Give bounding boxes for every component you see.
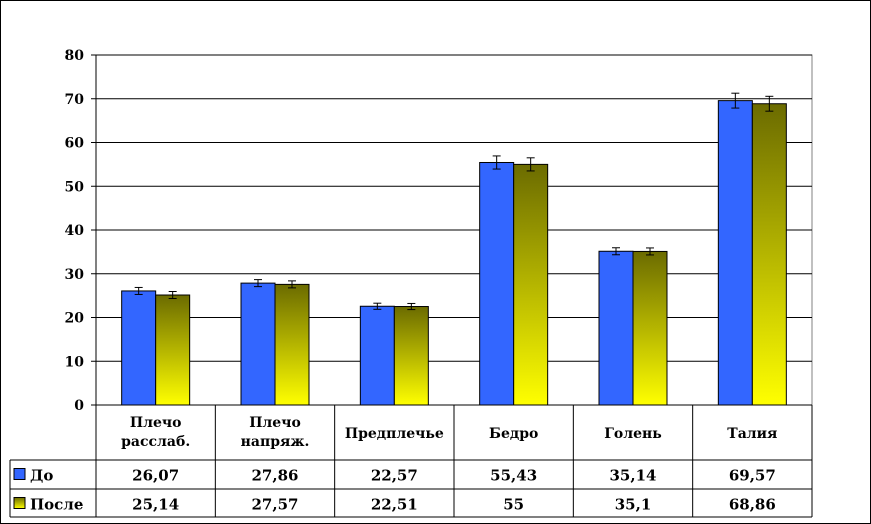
x-tick-label: Плечо (249, 415, 301, 431)
y-tick-label: 60 (65, 136, 85, 152)
x-tick-label: Талия (727, 426, 777, 442)
y-tick-label: 50 (65, 179, 85, 195)
plot-area: 0 10 20 30 40 50 60 70 80 (65, 48, 813, 414)
bar-posle (393, 306, 429, 406)
y-tick-label: 70 (65, 92, 85, 108)
y-tick-label: 20 (65, 311, 85, 327)
bar-do (121, 290, 157, 406)
y-tick-label: 30 (65, 267, 85, 283)
x-tick-label: напряж. (241, 434, 310, 450)
x-tick-label: Бедро (489, 426, 538, 442)
bar-do (717, 100, 753, 406)
y-tick-label: 80 (65, 48, 85, 64)
x-tick-label: Предплечье (345, 426, 444, 442)
data-label: 22,51 (371, 496, 418, 514)
y-tick-label: 10 (65, 354, 85, 370)
data-table: Плечо расслаб. Плечо напряж. Предплечье Бедро… (9, 405, 813, 518)
bar-do (359, 305, 395, 406)
x-tick-label: Голень (604, 426, 662, 442)
data-label: 69,57 (729, 467, 776, 485)
data-label: 35,1 (615, 496, 652, 514)
data-label: 55 (503, 496, 524, 514)
bar-do (479, 161, 515, 406)
legend-label: До (30, 467, 53, 485)
legend-key (13, 468, 26, 480)
bar-do (240, 282, 276, 406)
data-label: 27,57 (252, 496, 299, 514)
data-label: 22,57 (371, 467, 418, 485)
bar-posle (513, 163, 549, 406)
legend-key (13, 497, 26, 509)
data-label: 25,14 (132, 496, 179, 514)
x-tick-label: расслаб. (121, 434, 190, 450)
data-label: 55,43 (490, 467, 537, 485)
y-tick-label: 40 (65, 223, 85, 239)
bar-posle (751, 103, 787, 406)
bar-posle (274, 283, 310, 406)
x-tick-label: Плечо (130, 415, 182, 431)
bar-do (598, 250, 634, 406)
data-label: 26,07 (132, 467, 179, 485)
y-tick-label: 0 (74, 398, 84, 414)
data-label: 35,14 (610, 467, 657, 485)
bar-posle (632, 250, 668, 406)
bar-posle (155, 294, 191, 406)
data-label: 27,86 (252, 467, 299, 485)
legend-label: После (30, 496, 83, 514)
data-label: 68,86 (729, 496, 776, 514)
